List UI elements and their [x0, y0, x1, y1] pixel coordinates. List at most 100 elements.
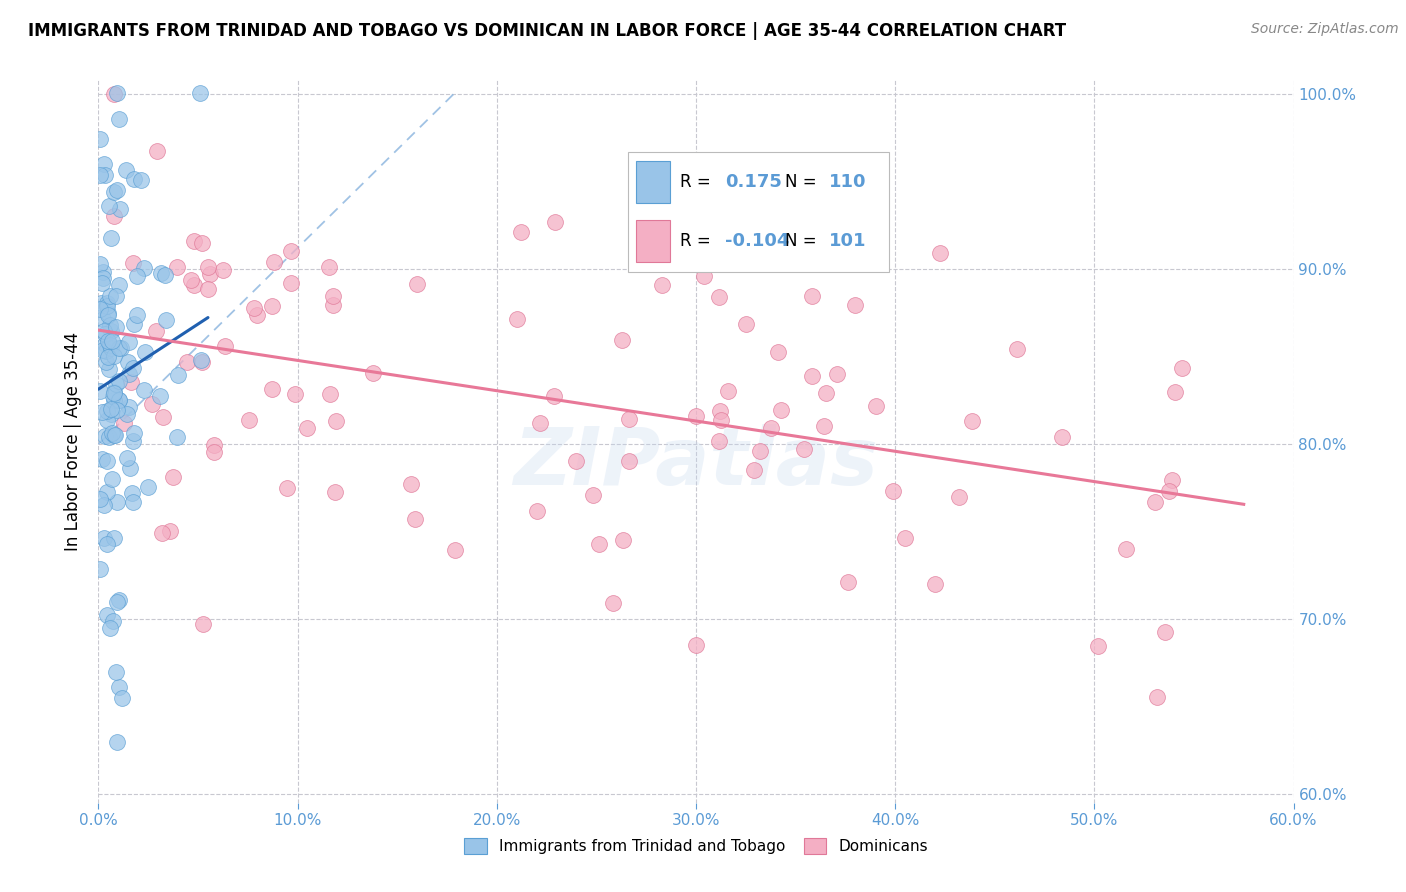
Point [717, 384, 740, 399]
Point [98, 430, 121, 444]
Point [98, 289, 121, 303]
Point [709, 404, 731, 418]
Point [837, 575, 859, 590]
Text: Source: ZipAtlas.com: Source: ZipAtlas.com [1251, 22, 1399, 37]
Point [93, 531, 115, 545]
Point [960, 414, 983, 428]
Point [588, 537, 610, 551]
Point [118, 367, 141, 381]
Point [121, 486, 143, 500]
Point [105, 86, 128, 100]
Point [155, 313, 177, 327]
Point [815, 385, 838, 400]
Point [825, 367, 848, 381]
Text: R =: R = [681, 173, 716, 192]
Point [96, 413, 118, 427]
Text: 101: 101 [830, 232, 868, 251]
Point [145, 324, 167, 338]
Point [121, 256, 143, 270]
Legend: Immigrants from Trinidad and Tobago, Dominicans: Immigrants from Trinidad and Tobago, Dom… [457, 832, 935, 860]
Point [100, 407, 122, 421]
Point [617, 454, 640, 468]
Point [948, 490, 970, 504]
Point [202, 444, 225, 458]
Point [97, 362, 120, 376]
Point [710, 413, 733, 427]
Point [105, 289, 128, 303]
Point [322, 289, 344, 303]
Point [612, 334, 634, 348]
Point [323, 485, 346, 500]
Point [103, 349, 125, 363]
Point [103, 210, 125, 224]
Point [197, 282, 219, 296]
Point [262, 382, 284, 396]
Text: IMMIGRANTS FROM TRINIDAD AND TOBAGO VS DOMINICAN IN LABOR FORCE | AGE 35-44 CORR: IMMIGRANTS FROM TRINIDAD AND TOBAGO VS D… [28, 22, 1066, 40]
Point [103, 386, 125, 401]
Point [1052, 430, 1074, 444]
Point [882, 483, 904, 498]
Point [94, 344, 117, 359]
Point [197, 260, 219, 274]
Point [103, 186, 125, 200]
Point [104, 427, 127, 442]
Point [105, 665, 128, 679]
Point [651, 277, 673, 292]
Point [125, 268, 148, 283]
Point [238, 413, 260, 427]
Text: N =: N = [785, 173, 821, 192]
Point [198, 267, 221, 281]
Point [100, 324, 122, 338]
Point [894, 531, 917, 545]
Point [813, 418, 835, 433]
Point [202, 438, 225, 452]
Point [191, 355, 214, 369]
Point [105, 595, 128, 609]
Point [108, 341, 131, 355]
FancyBboxPatch shape [636, 161, 669, 203]
Point [101, 472, 124, 486]
Point [100, 341, 122, 355]
Point [91, 405, 114, 419]
Point [190, 235, 212, 250]
Point [89, 562, 111, 576]
Point [89, 132, 111, 146]
Text: 0.175: 0.175 [724, 173, 782, 192]
Point [1171, 360, 1194, 375]
Point [101, 334, 124, 348]
Text: R =: R = [681, 232, 716, 251]
Point [107, 277, 129, 292]
Point [1087, 639, 1109, 653]
Point [1143, 495, 1166, 509]
Point [692, 269, 714, 284]
Point [97, 350, 120, 364]
Point [166, 429, 188, 443]
Point [93, 324, 115, 338]
Text: -0.104: -0.104 [724, 232, 789, 251]
Point [94, 327, 117, 342]
Point [90, 296, 112, 310]
Point [90, 276, 112, 290]
Text: 110: 110 [830, 173, 868, 192]
Point [1005, 342, 1028, 356]
Point [101, 425, 124, 440]
Point [89, 257, 111, 271]
Point [582, 488, 605, 502]
Point [105, 734, 128, 748]
Point [319, 386, 342, 401]
Point [242, 301, 264, 316]
Point [97, 305, 120, 319]
Point [89, 491, 111, 506]
Point [141, 397, 163, 411]
Point [1164, 384, 1187, 399]
Point [361, 366, 384, 380]
Point [97, 334, 120, 348]
Point [122, 317, 145, 331]
Point [117, 355, 139, 369]
Point [97, 199, 120, 213]
Point [100, 231, 122, 245]
Point [793, 442, 815, 456]
Point [89, 168, 111, 182]
Point [529, 416, 551, 430]
Point [162, 470, 184, 484]
